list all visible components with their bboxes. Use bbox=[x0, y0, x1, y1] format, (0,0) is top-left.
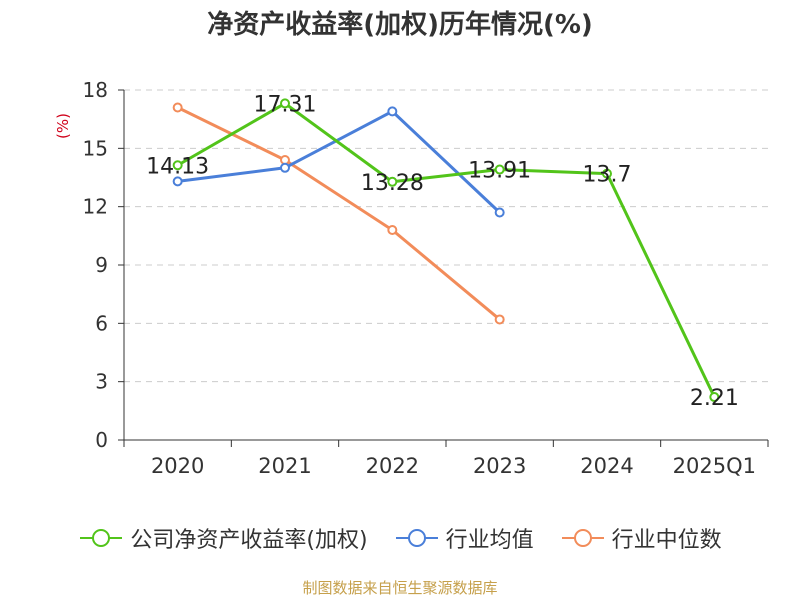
y-tick-label: 6 bbox=[95, 311, 108, 335]
data-point[interactable] bbox=[280, 98, 290, 109]
legend-marker-company bbox=[80, 529, 123, 547]
x-tick-label: 2021 bbox=[258, 454, 311, 478]
x-tick-label: 2023 bbox=[473, 454, 526, 478]
line-chart: 0 3 6 9 12 15 18 2020 2021 2022 2023 2024 2025Q1 (%) 1… bbox=[54, 78, 769, 478]
data-point[interactable] bbox=[494, 314, 505, 325]
data-point[interactable] bbox=[494, 207, 505, 218]
x-tick-label: 2022 bbox=[366, 454, 419, 478]
y-tick-label: 0 bbox=[95, 428, 108, 452]
series-line bbox=[177, 109, 501, 214]
x-tick-label: 2025Q1 bbox=[673, 454, 756, 478]
data-label: 13.91 bbox=[468, 159, 531, 184]
data-label: 13.7 bbox=[583, 163, 632, 188]
data-source-note: 制图数据来自恒生聚源数据库 bbox=[302, 579, 498, 597]
y-tick-label: 3 bbox=[95, 370, 108, 394]
y-tick-label: 12 bbox=[83, 195, 108, 219]
data-label: 2.21 bbox=[690, 386, 739, 411]
y-axis-label: (%) bbox=[54, 113, 72, 139]
data-point[interactable] bbox=[172, 102, 183, 113]
data-point[interactable] bbox=[387, 176, 398, 187]
legend-item-industry-median[interactable]: 行业中位数 bbox=[560, 522, 722, 554]
data-label: 14.13 bbox=[146, 154, 209, 179]
data-label: 13.28 bbox=[361, 171, 424, 196]
legend-label-industry-median: 行业中位数 bbox=[611, 528, 722, 553]
data-point[interactable] bbox=[709, 392, 720, 403]
data-point[interactable] bbox=[387, 106, 398, 117]
legend-label-industry-mean: 行业均值 bbox=[445, 528, 534, 553]
y-tick-label: 15 bbox=[83, 136, 108, 160]
legend: 公司净资产收益率(加权) 行业均值 行业中位数 bbox=[0, 518, 800, 558]
legend-marker-industry-median bbox=[561, 529, 604, 547]
data-point[interactable] bbox=[387, 225, 398, 235]
y-tick-label: 18 bbox=[83, 78, 108, 102]
series-line bbox=[176, 101, 716, 398]
y-tick-label: 9 bbox=[95, 253, 108, 277]
data-point[interactable] bbox=[494, 164, 505, 175]
data-label: 17.31 bbox=[254, 92, 317, 117]
chart-title: 净资产收益率(加权)历年情况(%) bbox=[207, 10, 593, 40]
legend-marker-industry-mean bbox=[395, 529, 438, 547]
x-tick-label: 2024 bbox=[580, 454, 633, 478]
data-point[interactable] bbox=[280, 162, 290, 173]
legend-item-industry-mean[interactable]: 行业均值 bbox=[394, 522, 534, 554]
data-point[interactable] bbox=[172, 176, 183, 187]
data-point[interactable] bbox=[172, 160, 183, 171]
data-point[interactable] bbox=[602, 168, 612, 179]
legend-label-company: 公司净资产收益率(加权) bbox=[130, 528, 368, 553]
legend-item-company[interactable]: 公司净资产收益率(加权) bbox=[78, 522, 368, 554]
x-tick-label: 2020 bbox=[151, 454, 204, 478]
